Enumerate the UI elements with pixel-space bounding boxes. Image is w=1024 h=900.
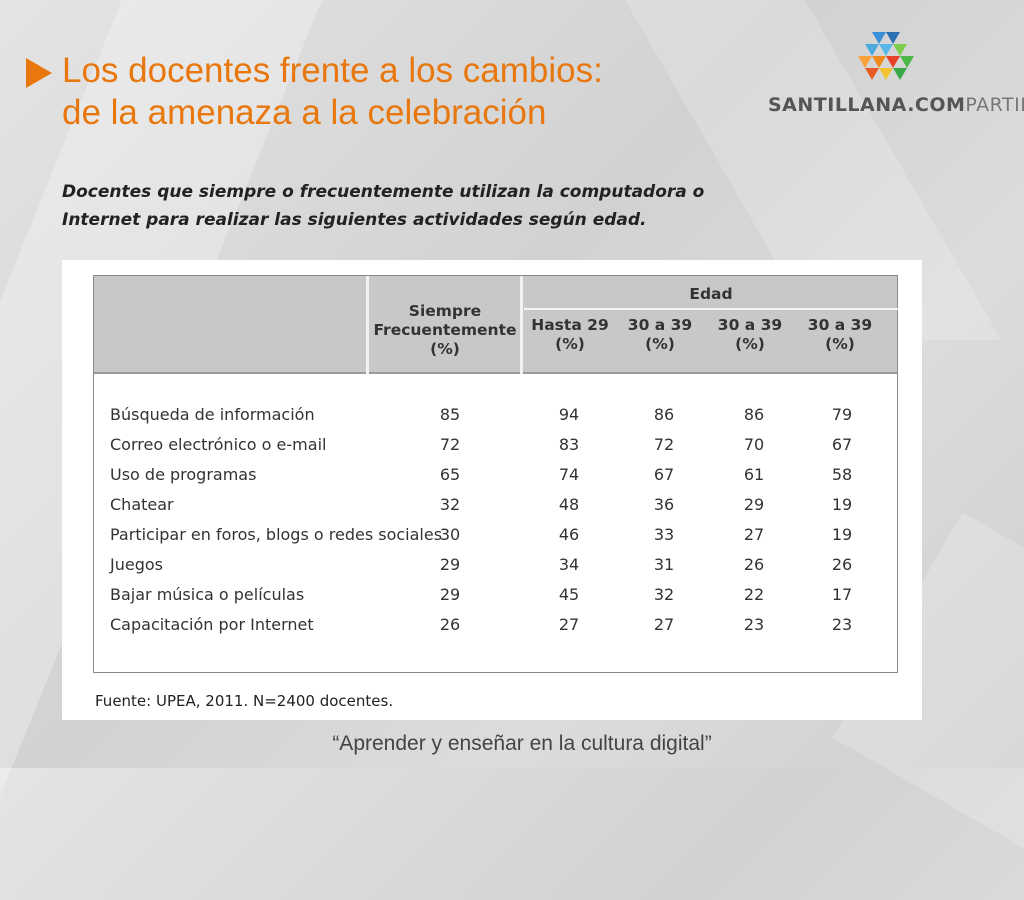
header-age-range: 30 a 39 bbox=[717, 316, 783, 334]
header-siempre-line: Siempre bbox=[408, 302, 482, 320]
value-30-39: 31 bbox=[653, 555, 675, 574]
value-siempre: 32 bbox=[439, 495, 461, 514]
value-siempre: 29 bbox=[439, 555, 461, 574]
header-age-unit: (%) bbox=[735, 335, 765, 353]
header-divider bbox=[524, 308, 898, 310]
header-edad: Edad bbox=[689, 285, 733, 303]
header-age-unit: (%) bbox=[825, 335, 855, 353]
value-30-39: 72 bbox=[653, 435, 675, 454]
header-divider bbox=[520, 276, 523, 374]
header-age-range: Hasta 29 bbox=[531, 316, 609, 334]
value-30-39: 86 bbox=[743, 405, 765, 424]
table-row: Uso de programas 65 74 67 61 58 bbox=[94, 460, 897, 490]
table-row: Correo electrónico o e-mail 72 83 72 70 … bbox=[94, 430, 897, 460]
slide-title-line-1: Los docentes frente a los cambios: bbox=[62, 51, 603, 90]
header-age-unit: (%) bbox=[645, 335, 675, 353]
row-label: Uso de programas bbox=[110, 465, 257, 484]
value-30-39: 19 bbox=[831, 495, 853, 514]
slide-title: Los docentes frente a los cambios: de la… bbox=[62, 50, 603, 134]
row-label: Capacitación por Internet bbox=[110, 615, 314, 634]
row-label: Correo electrónico o e-mail bbox=[110, 435, 327, 454]
table-row: Participar en foros, blogs o redes socia… bbox=[94, 520, 897, 550]
table-row: Juegos 29 34 31 26 26 bbox=[94, 550, 897, 580]
header-age-column: 30 a 39 (%) bbox=[614, 316, 706, 354]
table-header: Siempre Frecuentemente (%) Edad Hasta 29… bbox=[94, 276, 898, 374]
value-30-39: 19 bbox=[831, 525, 853, 544]
value-siempre: 30 bbox=[439, 525, 461, 544]
value-30-39: 67 bbox=[831, 435, 853, 454]
value-siempre: 85 bbox=[439, 405, 461, 424]
row-label: Participar en foros, blogs o redes socia… bbox=[110, 525, 443, 544]
value-30-39: 26 bbox=[831, 555, 853, 574]
table-row: Capacitación por Internet 26 27 27 23 23 bbox=[94, 610, 897, 640]
data-table: Siempre Frecuentemente (%) Edad Hasta 29… bbox=[93, 275, 898, 673]
value-30-39: 36 bbox=[653, 495, 675, 514]
value-hasta-29: 45 bbox=[558, 585, 580, 604]
header-siempre-frecuentemente: Siempre Frecuentemente (%) bbox=[370, 302, 520, 359]
header-age-column: Hasta 29 (%) bbox=[524, 316, 616, 354]
table-row: Búsqueda de información 85 94 86 86 79 bbox=[94, 400, 897, 430]
header-age-column: 30 a 39 (%) bbox=[794, 316, 886, 354]
header-age-range: 30 a 39 bbox=[627, 316, 693, 334]
value-30-39: 33 bbox=[653, 525, 675, 544]
value-30-39: 67 bbox=[653, 465, 675, 484]
value-siempre: 65 bbox=[439, 465, 461, 484]
value-30-39: 58 bbox=[831, 465, 853, 484]
value-30-39: 61 bbox=[743, 465, 765, 484]
value-hasta-29: 83 bbox=[558, 435, 580, 454]
row-label: Juegos bbox=[110, 555, 163, 574]
value-hasta-29: 48 bbox=[558, 495, 580, 514]
table-caption: Docentes que siempre o frecuentemente ut… bbox=[62, 182, 705, 230]
value-30-39: 26 bbox=[743, 555, 765, 574]
value-30-39: 86 bbox=[653, 405, 675, 424]
table-panel: Siempre Frecuentemente (%) Edad Hasta 29… bbox=[62, 260, 922, 720]
header-divider bbox=[366, 276, 369, 374]
value-siempre: 72 bbox=[439, 435, 461, 454]
row-label: Bajar música o películas bbox=[110, 585, 305, 604]
table-row: Bajar música o películas 29 45 32 22 17 bbox=[94, 580, 897, 610]
santillana-logo: SANTILLANA.COMPARTIR bbox=[768, 30, 1024, 130]
slide-footer: “Aprender y enseñar en la cultura digita… bbox=[332, 732, 712, 755]
header-age-unit: (%) bbox=[555, 335, 585, 353]
header-siempre-line: Frecuentemente bbox=[373, 321, 517, 339]
value-30-39: 79 bbox=[831, 405, 853, 424]
slide-title-line-2: de la amenaza a la celebración bbox=[62, 93, 547, 132]
value-30-39: 29 bbox=[743, 495, 765, 514]
value-siempre: 29 bbox=[439, 585, 461, 604]
logo-wordmark: SANTILLANA.COMPARTIR bbox=[768, 94, 1024, 116]
table-source: Fuente: UPEA, 2011. N=2400 docentes. bbox=[95, 692, 394, 710]
value-30-39: 70 bbox=[743, 435, 765, 454]
value-hasta-29: 27 bbox=[558, 615, 580, 634]
header-siempre-line: (%) bbox=[430, 340, 460, 358]
header-age-column: 30 a 39 (%) bbox=[704, 316, 796, 354]
logo-triangle-icon bbox=[858, 32, 914, 80]
logo-text-light: PARTIR bbox=[965, 94, 1024, 116]
row-label: Búsqueda de información bbox=[110, 405, 315, 424]
logo-text-bold: SANTILLANA.COM bbox=[768, 94, 966, 116]
value-30-39: 22 bbox=[743, 585, 765, 604]
value-siempre: 26 bbox=[439, 615, 461, 634]
value-hasta-29: 34 bbox=[558, 555, 580, 574]
title-arrow-icon bbox=[26, 58, 52, 88]
value-hasta-29: 74 bbox=[558, 465, 580, 484]
value-hasta-29: 46 bbox=[558, 525, 580, 544]
value-30-39: 23 bbox=[831, 615, 853, 634]
value-30-39: 17 bbox=[831, 585, 853, 604]
row-label: Chatear bbox=[110, 495, 174, 514]
header-age-range: 30 a 39 bbox=[807, 316, 873, 334]
value-30-39: 32 bbox=[653, 585, 675, 604]
value-30-39: 27 bbox=[653, 615, 675, 634]
value-30-39: 27 bbox=[743, 525, 765, 544]
value-30-39: 23 bbox=[743, 615, 765, 634]
table-row: Chatear 32 48 36 29 19 bbox=[94, 490, 897, 520]
value-hasta-29: 94 bbox=[558, 405, 580, 424]
